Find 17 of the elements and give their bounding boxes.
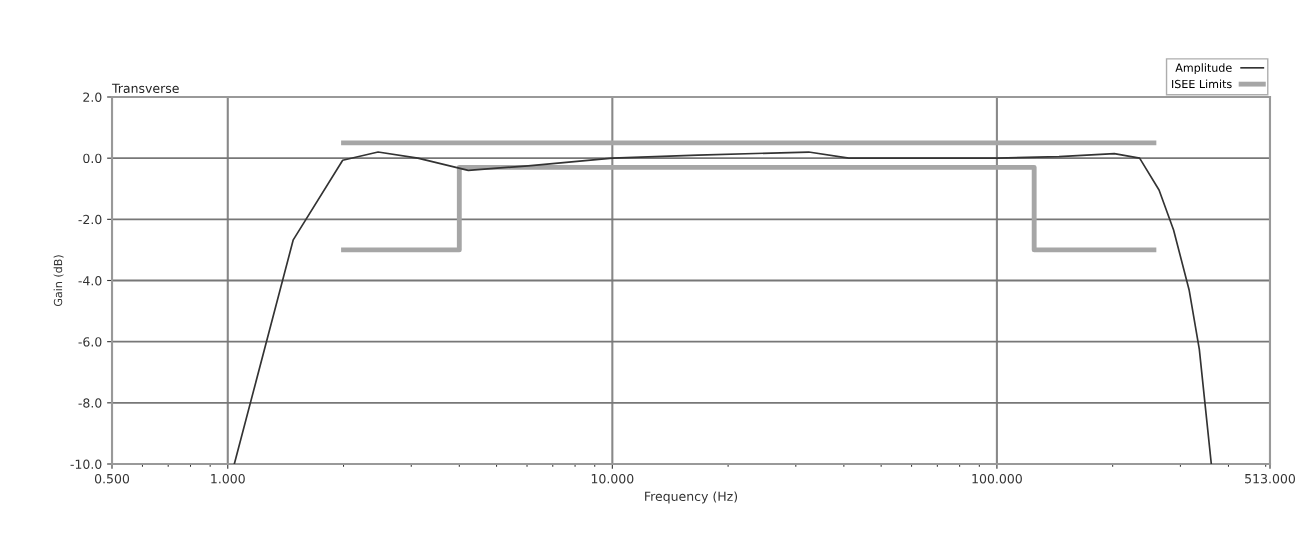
y-axis-title: Gain (dB) (53, 255, 64, 307)
legend-label: Amplitude (1175, 63, 1232, 75)
legend-label: ISEE Limits (1172, 79, 1232, 89)
x-axis-title: Frequency (Hz) (645, 491, 738, 504)
y-tick-label: -2.0 (78, 214, 102, 225)
x-tick-label: 0.500 (94, 473, 130, 484)
y-tick-label: -6.0 (78, 337, 102, 347)
x-tick-label: 10.000 (591, 473, 634, 484)
y-tick-label: -4.0 (78, 275, 102, 286)
x-tick-label: 1.000 (211, 473, 245, 484)
x-tick-label: 513.000 (1245, 473, 1296, 484)
y-tick-label: 2.0 (83, 92, 102, 102)
chart-title: Transverse (111, 83, 179, 94)
x-tick-label: 100.000 (972, 473, 1022, 484)
y-tick-label: -10.0 (70, 459, 102, 469)
y-tick-label: 0.0 (83, 153, 102, 164)
y-tick-label: -8.0 (78, 398, 102, 408)
